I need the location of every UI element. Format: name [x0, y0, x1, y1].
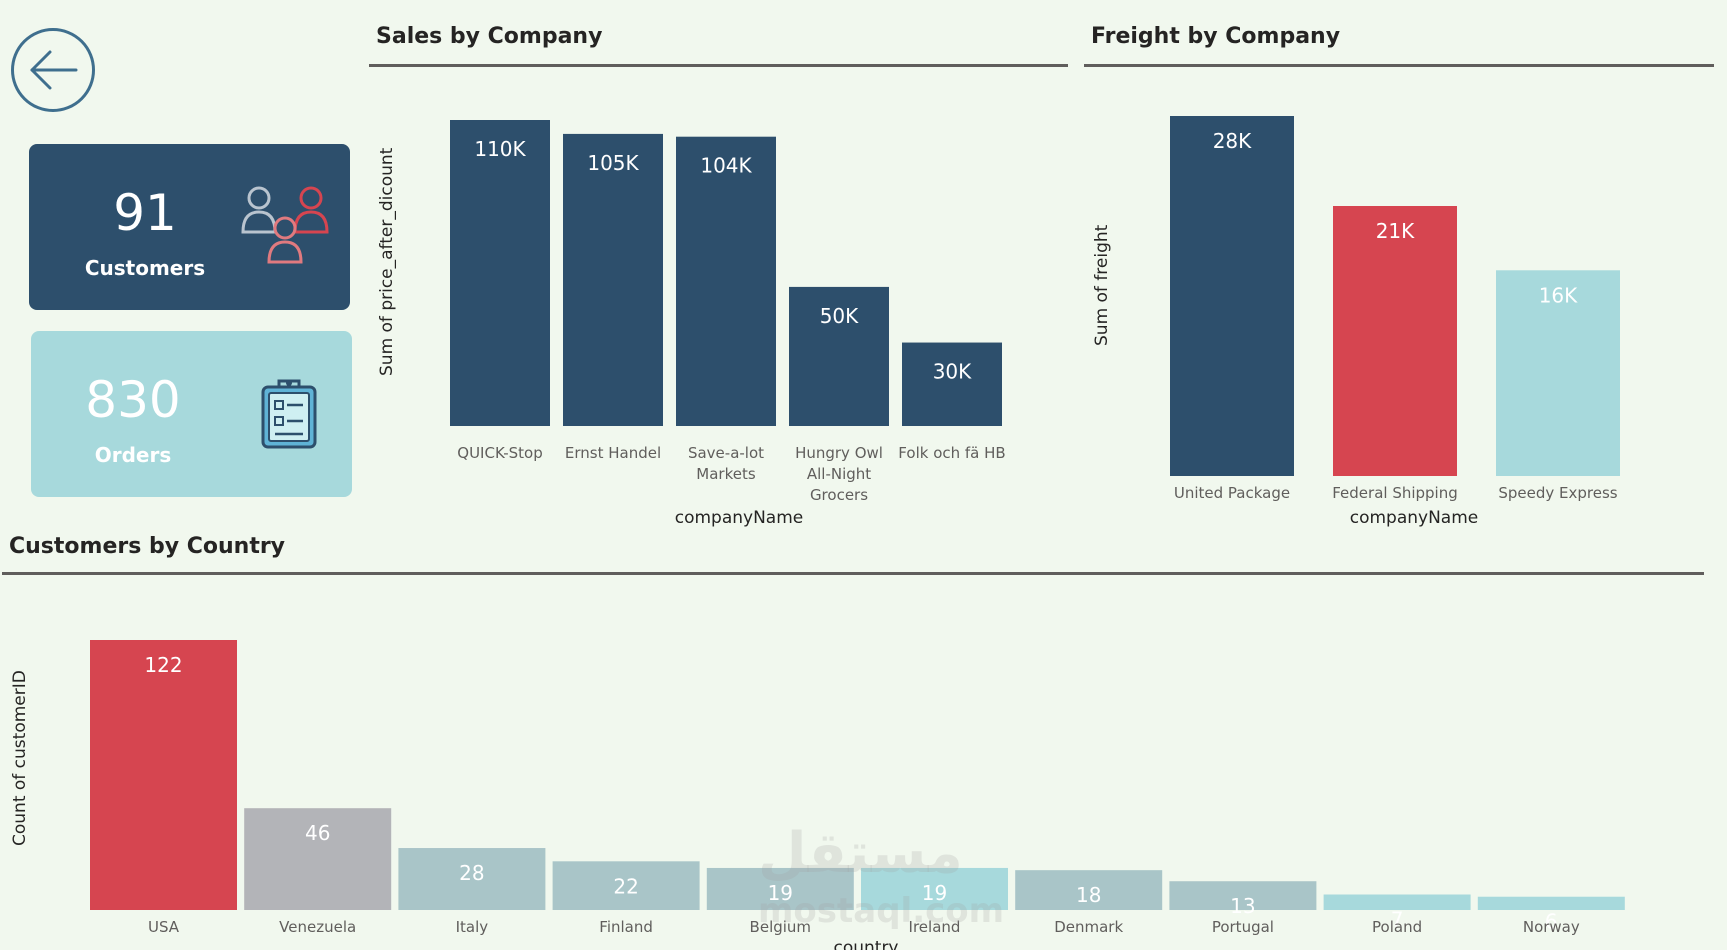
data-label: 19 [922, 881, 947, 905]
country-bar-chart: 122 USA 46 Venezuela 28 Italy 22 Finland 19 Belgi… [90, 640, 1625, 936]
bar-5 [706, 867, 854, 910]
data-label: 6 [1545, 910, 1558, 934]
clipboard-icon [261, 379, 317, 449]
freight-x-axis-title: companyName [1349, 508, 1479, 528]
data-label: 105K [587, 151, 639, 175]
category-label: Federal Shipping [1332, 484, 1458, 502]
freight-y-axis-title: Sum of freight [1092, 224, 1112, 346]
bar-7 [1015, 870, 1163, 910]
customers-kpi-card[interactable]: 91 Customers [29, 144, 350, 310]
category-label: Poland [1372, 918, 1422, 936]
data-label: 50K [820, 304, 859, 328]
bar-9 [1323, 894, 1471, 910]
watermark-arabic: مستقل [758, 821, 963, 886]
bar-3 [676, 136, 776, 426]
bar-2 [244, 808, 392, 910]
country-y-axis-title: Count of customerID [10, 670, 30, 846]
bar-2 [1333, 206, 1457, 476]
customers-label: Customers [84, 256, 206, 280]
category-label: Belgium [750, 918, 812, 936]
bar-3 [398, 848, 546, 910]
category-label: Italy [456, 918, 489, 936]
data-label: 22 [613, 874, 638, 898]
data-label: 18 [1076, 883, 1101, 907]
sales-y-axis-title: Sum of price_after_dicount [377, 147, 397, 376]
freight-chart-title: Freight by Company [1091, 24, 1341, 49]
bar-8 [1169, 881, 1317, 910]
category-label: All-Night [807, 465, 871, 483]
category-label: Venezuela [279, 918, 356, 936]
freight-title-divider [1084, 64, 1714, 67]
bar-1 [90, 640, 237, 910]
data-label: 122 [144, 653, 182, 677]
bar-1 [450, 120, 550, 426]
category-label: Norway [1523, 918, 1580, 936]
orders-label: Orders [94, 443, 172, 467]
country-chart-title: Customers by Country [9, 534, 286, 559]
bar-2 [563, 133, 663, 426]
category-label: Portugal [1212, 918, 1274, 936]
users-icon [241, 186, 329, 264]
back-button[interactable] [11, 28, 95, 112]
data-label: 104K [700, 154, 752, 178]
bar-5 [902, 342, 1002, 426]
sales-bar-chart: 110K QUICK-Stop 105K Ernst Handel 104K Save-a… [450, 120, 1006, 504]
country-title-divider [2, 572, 1704, 575]
category-label: Speedy Express [1498, 484, 1617, 502]
orders-kpi-card[interactable]: 830 Orders [31, 331, 352, 497]
sales-x-axis-title: companyName [674, 508, 804, 528]
data-label: 19 [768, 881, 793, 905]
bar-10 [1477, 896, 1625, 910]
data-label: 21K [1376, 219, 1415, 243]
bar-6 [861, 867, 1008, 910]
country-x-axis-title: country [833, 938, 899, 950]
data-label: 16K [1539, 283, 1578, 307]
category-label: Ireland [909, 918, 961, 936]
category-label: Markets [696, 465, 756, 483]
category-label: Finland [599, 918, 653, 936]
orders-count: 830 [85, 371, 181, 429]
bar-4 [552, 861, 700, 910]
bar-1 [1170, 116, 1294, 476]
category-label: QUICK-Stop [457, 444, 542, 462]
customers-count: 91 [113, 184, 177, 242]
category-label: Hungry Owl [795, 444, 883, 462]
data-label: 7 [1391, 908, 1404, 932]
data-label: 28K [1213, 129, 1252, 153]
data-label: 46 [305, 821, 330, 845]
arrow-left-icon [30, 50, 78, 90]
bar-3 [1496, 270, 1620, 476]
data-label: 28 [459, 861, 484, 885]
watermark-latin: mostaql.com [758, 891, 1005, 931]
sales-chart-title: Sales by Company [376, 24, 603, 49]
data-label: 30K [933, 360, 972, 384]
data-label: 13 [1230, 894, 1255, 918]
bar-4 [789, 286, 889, 426]
category-label: Folk och fä HB [898, 444, 1005, 462]
freight-bar-chart: 28K United Package 21K Federal Shipping 16K S… [1170, 116, 1620, 502]
category-label: USA [148, 918, 180, 936]
category-label: United Package [1174, 484, 1290, 502]
category-label: Save-a-lot [688, 444, 764, 462]
data-label: 110K [474, 137, 526, 161]
category-label: Ernst Handel [565, 444, 661, 462]
category-label: Grocers [810, 486, 868, 504]
category-label: Denmark [1054, 918, 1123, 936]
sales-title-divider [369, 64, 1068, 67]
